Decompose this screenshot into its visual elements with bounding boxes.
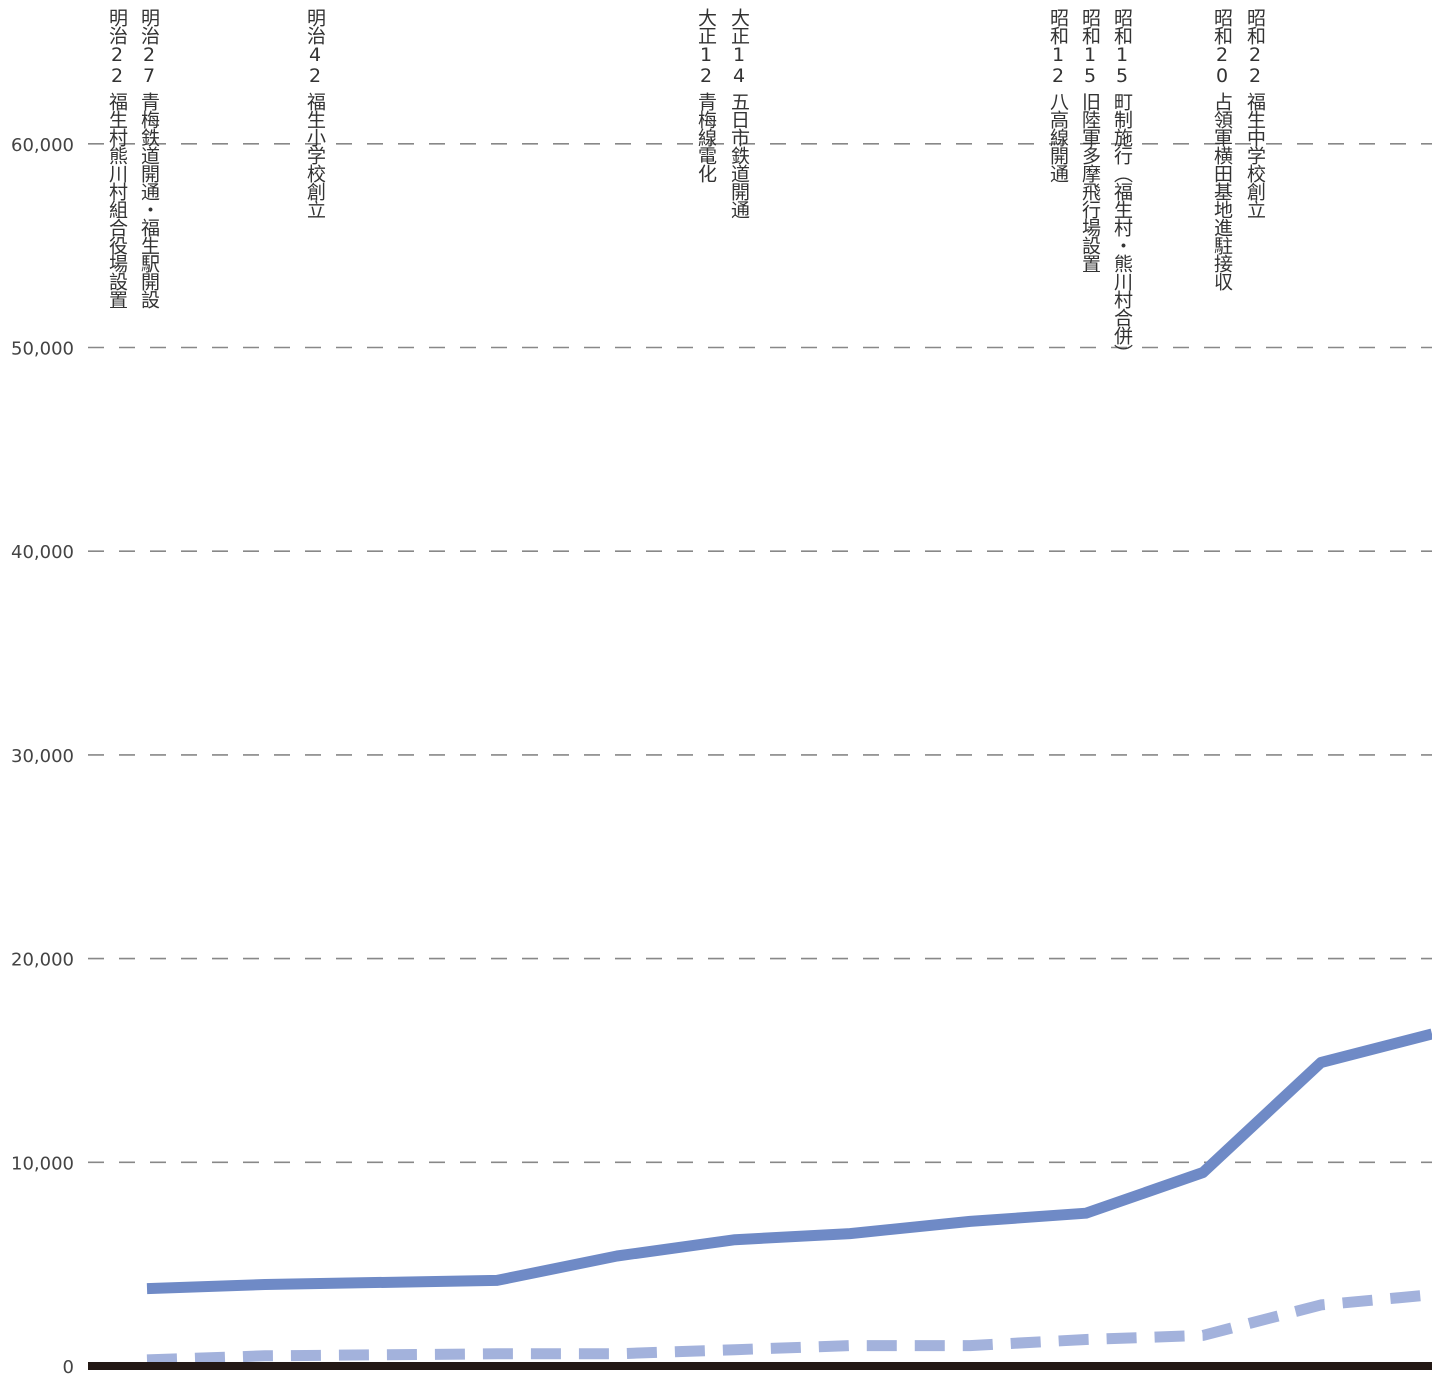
annotation-era: 大正12 [695, 8, 717, 86]
annotation-event: 八高線開通 [1047, 92, 1069, 182]
annotation-event: 福生中学校創立 [1244, 92, 1266, 218]
y-tick-label: 60,000 [11, 135, 74, 156]
annotation-era: 昭和12 [1047, 8, 1069, 86]
annotation-era: 昭和15 [1111, 8, 1133, 86]
annotation-era: 大正14 [728, 8, 750, 86]
annotation-event: 福生小学校創立 [304, 92, 326, 218]
annotation-era: 昭和15 [1079, 8, 1101, 86]
series-line-1 [146, 1028, 1432, 1295]
gridlines [88, 143, 1432, 1164]
annotation-event: 五日市鉄道開通 [728, 92, 750, 218]
annotation-era: 明治22 [106, 8, 128, 86]
annotation-era: 昭和22 [1244, 8, 1266, 86]
y-tick-label: 50,000 [11, 339, 74, 360]
annotation-era: 昭和20 [1211, 8, 1233, 86]
annotation-event: 占領軍横田基地進駐接収 [1211, 92, 1233, 290]
y-tick-labels: 0 10,000 20,000 30,000 40,000 50,000 60,000 [11, 135, 74, 1376]
annotation-event: 青梅線電化 [695, 92, 717, 182]
annotation-era: 明治27 [138, 8, 160, 86]
y-tick-label: 20,000 [11, 950, 74, 971]
annotation-era: 明治42 [304, 8, 326, 86]
annotation-event: 旧陸軍多摩飛行場設置 [1079, 92, 1101, 272]
y-tick-label: 0 [63, 1357, 74, 1376]
annotation-event: 青梅鉄道開通・福生駅開設 [138, 92, 160, 308]
series-line-2 [146, 1289, 1432, 1366]
annotation-event: 町制施行（福生村・熊川村合併） [1111, 92, 1133, 362]
y-tick-label: 30,000 [11, 746, 74, 767]
annotation-event: 福生村熊川村組合役場設置 [106, 92, 128, 308]
y-tick-label: 10,000 [11, 1153, 74, 1174]
y-tick-label: 40,000 [11, 542, 74, 563]
series-lines [146, 1028, 1432, 1366]
